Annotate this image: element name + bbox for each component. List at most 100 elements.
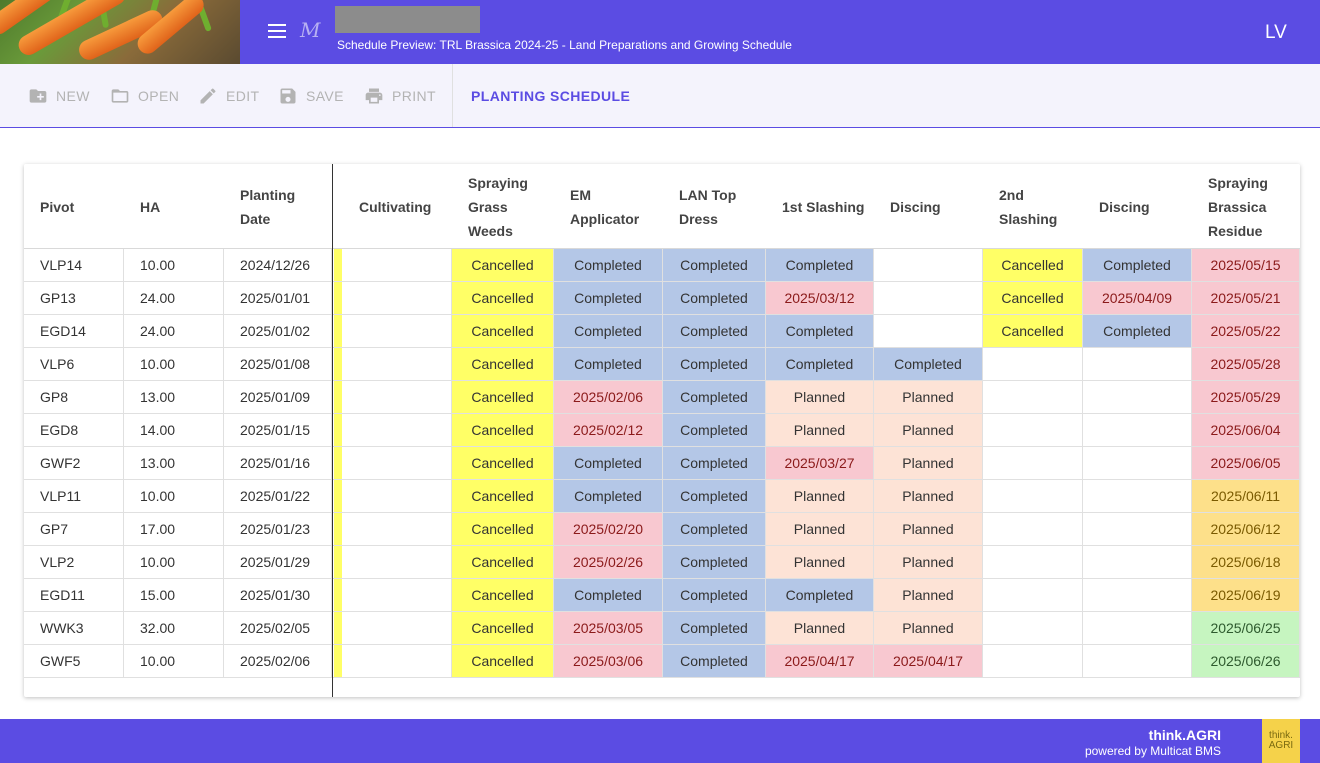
cell-d2[interactable] (1083, 546, 1192, 578)
cell-s1[interactable]: 2025/03/27 (766, 447, 874, 479)
cell-s2[interactable] (983, 612, 1083, 644)
user-avatar[interactable]: LV (1265, 22, 1287, 43)
col-header-cultivating[interactable]: Cultivating (359, 198, 432, 215)
cell-em[interactable]: Completed (554, 447, 663, 479)
cell-res[interactable]: 2025/05/21 (1192, 282, 1300, 314)
cell-spray[interactable]: Cancelled (452, 249, 554, 281)
cell-em[interactable]: Completed (554, 282, 663, 314)
cell-lan[interactable]: Completed (663, 381, 766, 413)
cell-res[interactable]: 2025/05/28 (1192, 348, 1300, 380)
cell-lan[interactable]: Completed (663, 414, 766, 446)
cell-s2[interactable]: Cancelled (983, 282, 1083, 314)
table-row[interactable]: EGD11 15.00 2025/01/30 Cancelled Completed Co… (24, 579, 1300, 612)
cell-s1[interactable]: Completed (766, 249, 874, 281)
table-row[interactable]: GWF5 10.00 2025/02/06 Cancelled 2025/03/06 Co… (24, 645, 1300, 678)
cell-em[interactable]: Completed (554, 315, 663, 347)
cell-res[interactable]: 2025/06/12 (1192, 513, 1300, 545)
cell-d2[interactable] (1083, 447, 1192, 479)
cell-s2[interactable] (983, 348, 1083, 380)
cell-em[interactable]: Completed (554, 348, 663, 380)
cell-s2[interactable]: Cancelled (983, 249, 1083, 281)
cell-d1[interactable]: Planned (874, 546, 983, 578)
cell-d1[interactable]: Planned (874, 579, 983, 611)
cell-s1[interactable]: Completed (766, 315, 874, 347)
cell-em[interactable]: 2025/02/20 (554, 513, 663, 545)
col-header-2nd-slashing[interactable]: 2nd Slashing (999, 186, 1058, 227)
cell-s2[interactable] (983, 645, 1083, 677)
cell-s1[interactable]: Planned (766, 546, 874, 578)
table-row[interactable]: VLP14 10.00 2024/12/26 Cancelled Completed Co… (24, 249, 1300, 282)
cell-s1[interactable]: Completed (766, 579, 874, 611)
cell-d2[interactable] (1083, 645, 1192, 677)
cell-s1[interactable]: 2025/03/12 (766, 282, 874, 314)
cell-res[interactable]: 2025/06/26 (1192, 645, 1300, 677)
cell-s2[interactable] (983, 447, 1083, 479)
tab-planting-schedule[interactable]: PLANTING SCHEDULE (471, 88, 631, 104)
table-row[interactable]: VLP6 10.00 2025/01/08 Cancelled Completed Com… (24, 348, 1300, 381)
cell-lan[interactable]: Completed (663, 480, 766, 512)
table-row[interactable]: GWF2 13.00 2025/01/16 Cancelled Completed Com… (24, 447, 1300, 480)
cell-spray[interactable]: Cancelled (452, 447, 554, 479)
cell-d1[interactable] (874, 315, 983, 347)
cell-lan[interactable]: Completed (663, 546, 766, 578)
cell-s2[interactable] (983, 546, 1083, 578)
table-row[interactable]: VLP2 10.00 2025/01/29 Cancelled 2025/02/26 Co… (24, 546, 1300, 579)
cell-d1[interactable]: Completed (874, 348, 983, 380)
cell-spray[interactable]: Cancelled (452, 282, 554, 314)
cell-spray[interactable]: Cancelled (452, 381, 554, 413)
table-row[interactable]: WWK3 32.00 2025/02/05 Cancelled 2025/03/05 Co… (24, 612, 1300, 645)
col-header-spraying-brassica-residue[interactable]: Spraying Brassica Residue (1208, 174, 1268, 239)
col-header-em-applicator[interactable]: EM Applicator (570, 186, 640, 227)
cell-lan[interactable]: Completed (663, 513, 766, 545)
cell-res[interactable]: 2025/06/11 (1192, 480, 1300, 512)
cell-em[interactable]: 2025/02/26 (554, 546, 663, 578)
cell-lan[interactable]: Completed (663, 315, 766, 347)
table-row[interactable]: GP13 24.00 2025/01/01 Cancelled Completed Com… (24, 282, 1300, 315)
cell-s1[interactable]: Planned (766, 381, 874, 413)
table-row[interactable]: VLP11 10.00 2025/01/22 Cancelled Completed Co… (24, 480, 1300, 513)
cell-d1[interactable]: Planned (874, 414, 983, 446)
cell-spray[interactable]: Cancelled (452, 579, 554, 611)
cell-em[interactable]: 2025/02/12 (554, 414, 663, 446)
cell-res[interactable]: 2025/06/05 (1192, 447, 1300, 479)
cell-d1[interactable]: Planned (874, 381, 983, 413)
cell-d1[interactable]: Planned (874, 612, 983, 644)
new-button[interactable]: NEW (28, 86, 90, 106)
col-header-ha[interactable]: HA (140, 198, 161, 215)
cell-em[interactable]: 2025/02/06 (554, 381, 663, 413)
cell-s1[interactable]: Planned (766, 480, 874, 512)
table-row[interactable]: EGD14 24.00 2025/01/02 Cancelled Completed Co… (24, 315, 1300, 348)
table-row[interactable]: GP8 13.00 2025/01/09 Cancelled 2025/02/06 Com… (24, 381, 1300, 414)
cell-spray[interactable]: Cancelled (452, 414, 554, 446)
cell-d2[interactable] (1083, 513, 1192, 545)
cell-d2[interactable] (1083, 480, 1192, 512)
cell-spray[interactable]: Cancelled (452, 546, 554, 578)
cell-em[interactable]: 2025/03/05 (554, 612, 663, 644)
cell-spray[interactable]: Cancelled (452, 645, 554, 677)
cell-lan[interactable]: Completed (663, 249, 766, 281)
col-header-lan-top-dress[interactable]: LAN Top Dress (679, 186, 737, 227)
cell-spray[interactable]: Cancelled (452, 480, 554, 512)
menu-icon[interactable] (264, 20, 290, 44)
cell-spray[interactable]: Cancelled (452, 612, 554, 644)
cell-lan[interactable]: Completed (663, 447, 766, 479)
cell-s2[interactable] (983, 579, 1083, 611)
edit-button[interactable]: EDIT (198, 86, 260, 106)
open-button[interactable]: OPEN (110, 86, 179, 106)
cell-s2[interactable] (983, 381, 1083, 413)
cell-s2[interactable] (983, 513, 1083, 545)
cell-res[interactable]: 2025/05/15 (1192, 249, 1300, 281)
cell-s1[interactable]: Planned (766, 612, 874, 644)
cell-d2[interactable]: Completed (1083, 249, 1192, 281)
cell-spray[interactable]: Cancelled (452, 315, 554, 347)
print-button[interactable]: PRINT (364, 86, 436, 106)
cell-d2[interactable] (1083, 381, 1192, 413)
cell-d2[interactable] (1083, 579, 1192, 611)
cell-lan[interactable]: Completed (663, 282, 766, 314)
cell-d1[interactable] (874, 249, 983, 281)
table-row[interactable]: GP7 17.00 2025/01/23 Cancelled 2025/02/20 Com… (24, 513, 1300, 546)
cell-em[interactable]: Completed (554, 480, 663, 512)
col-header-discing-2[interactable]: Discing (1099, 198, 1150, 215)
cell-d2[interactable] (1083, 348, 1192, 380)
cell-d2[interactable]: 2025/04/09 (1083, 282, 1192, 314)
